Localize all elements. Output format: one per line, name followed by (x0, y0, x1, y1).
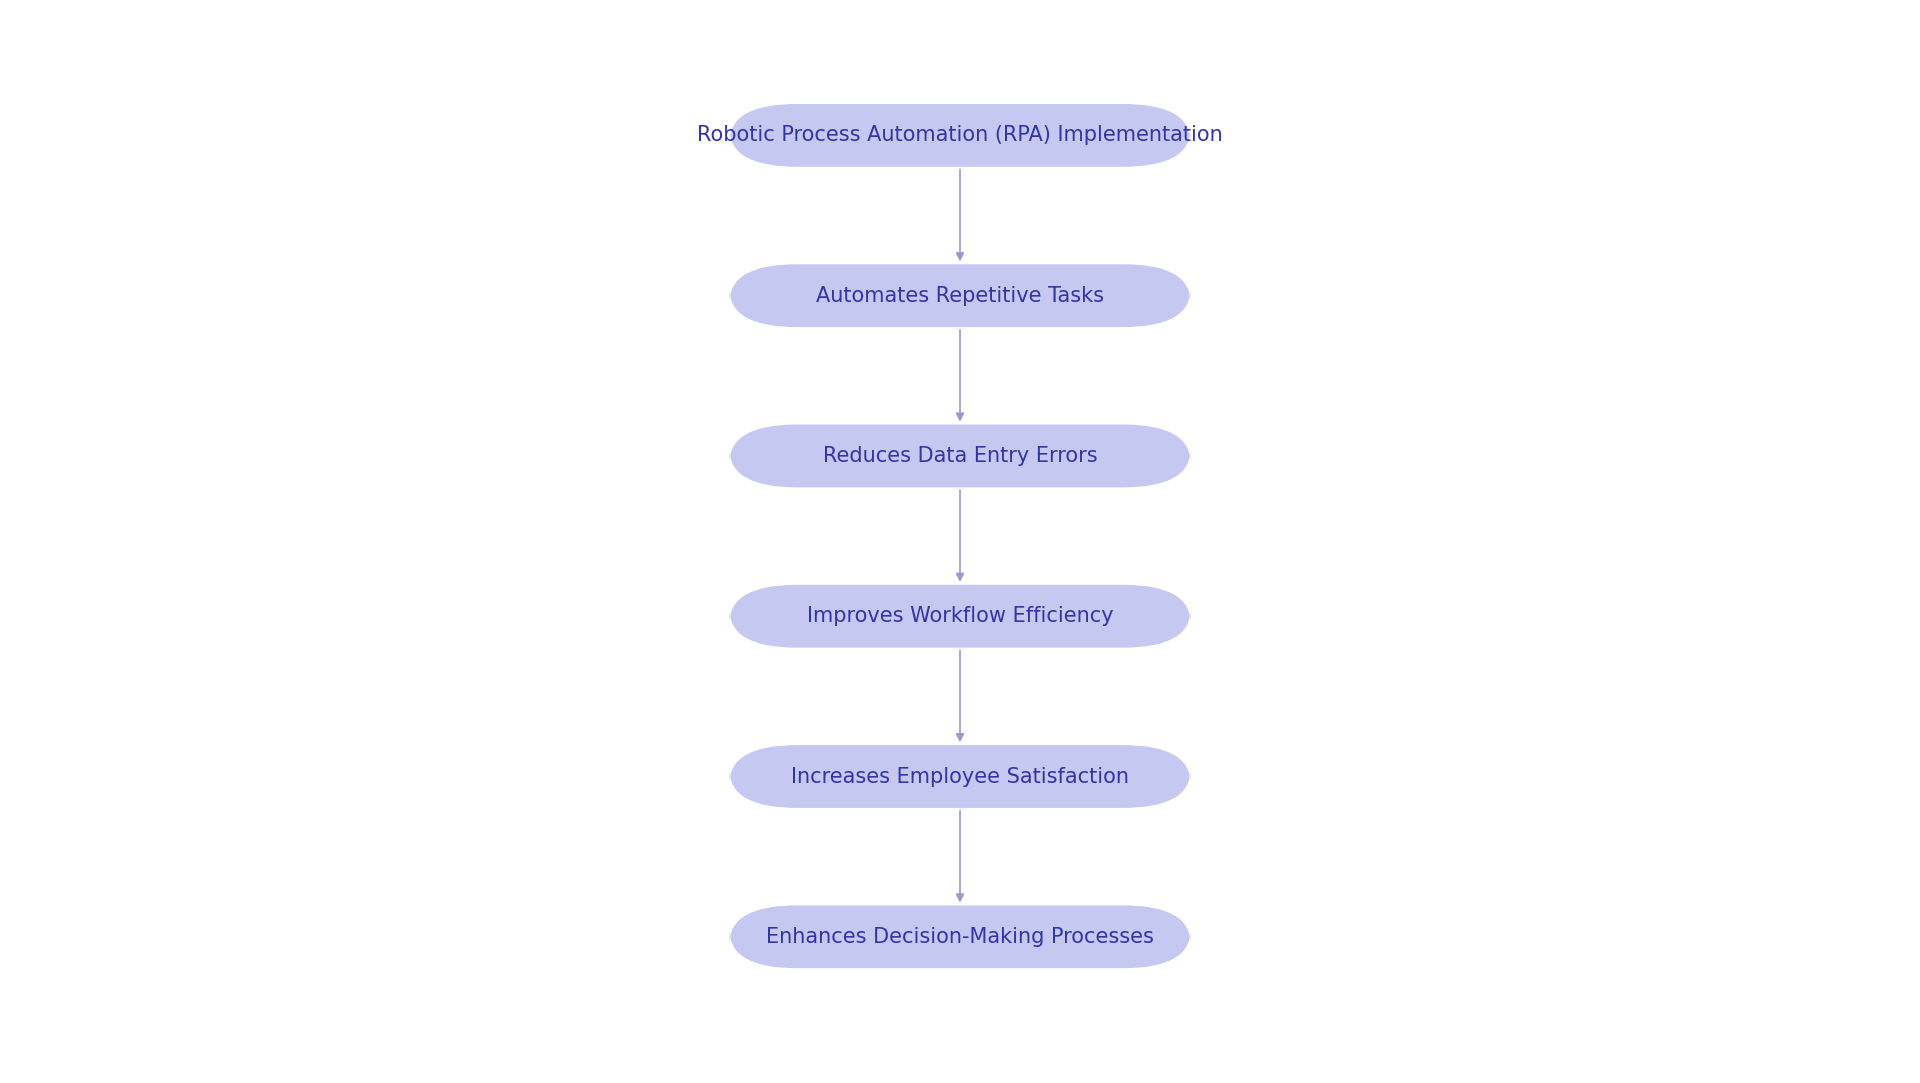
FancyBboxPatch shape (730, 264, 1190, 327)
Text: Enhances Decision-Making Processes: Enhances Decision-Making Processes (766, 927, 1154, 947)
Text: Reduces Data Entry Errors: Reduces Data Entry Errors (822, 446, 1098, 466)
FancyBboxPatch shape (730, 425, 1190, 487)
FancyBboxPatch shape (730, 585, 1190, 648)
Text: Improves Workflow Efficiency: Improves Workflow Efficiency (806, 606, 1114, 626)
FancyBboxPatch shape (730, 104, 1190, 167)
Text: Automates Repetitive Tasks: Automates Repetitive Tasks (816, 286, 1104, 305)
Text: Increases Employee Satisfaction: Increases Employee Satisfaction (791, 767, 1129, 786)
Text: Robotic Process Automation (RPA) Implementation: Robotic Process Automation (RPA) Impleme… (697, 126, 1223, 145)
FancyBboxPatch shape (730, 905, 1190, 968)
FancyBboxPatch shape (730, 745, 1190, 808)
